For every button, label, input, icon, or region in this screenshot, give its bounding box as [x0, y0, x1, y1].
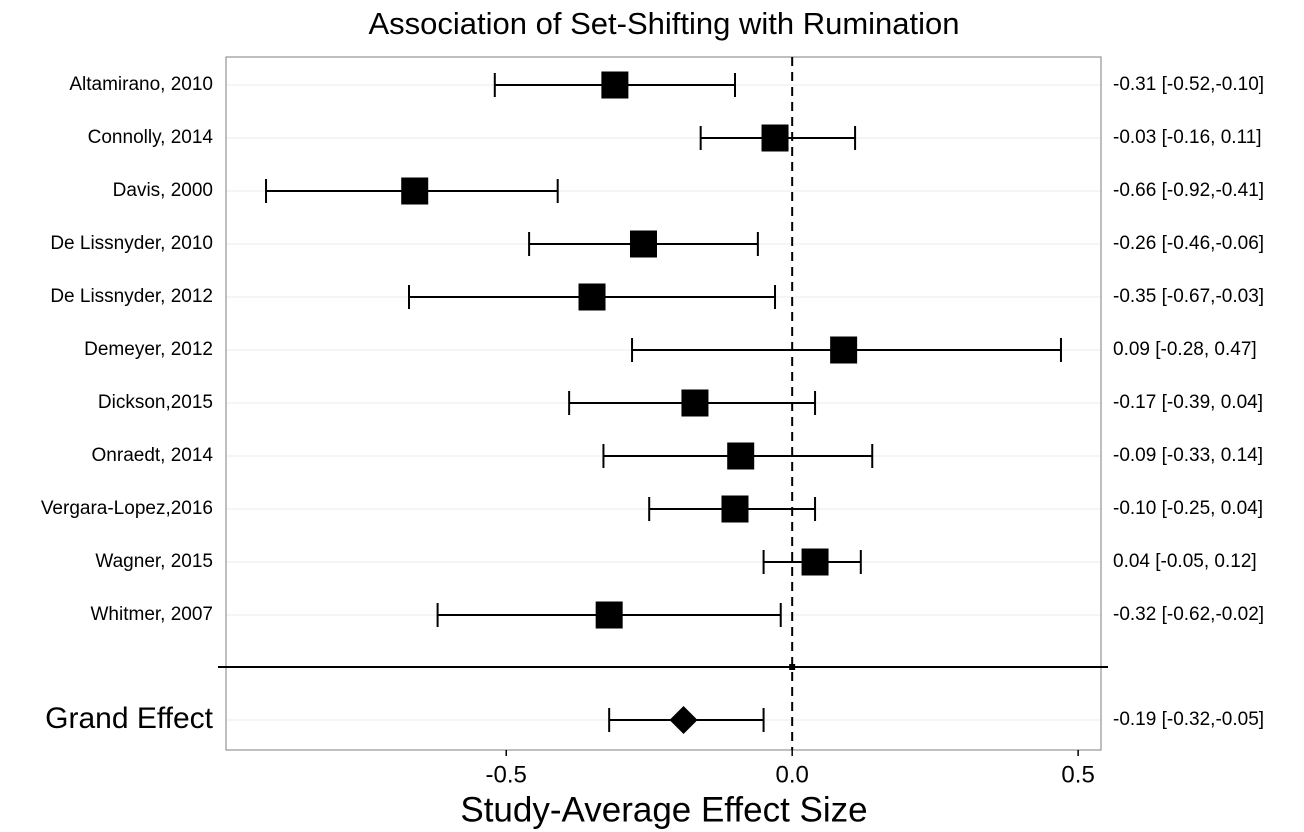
x-tick-label: 0.0	[775, 761, 808, 788]
effect-marker	[761, 124, 789, 152]
effect-label: -0.09 [-0.33, 0.14]	[1113, 445, 1263, 466]
effect-marker	[629, 230, 657, 258]
effect-marker	[601, 71, 629, 99]
effect-label: -0.03 [-0.16, 0.11]	[1113, 127, 1262, 148]
panel-border	[225, 56, 1102, 751]
effect-label: -0.31 [-0.52,-0.10]	[1113, 74, 1264, 95]
study-label: Altamirano, 2010	[69, 74, 213, 95]
study-label: Demeyer, 2012	[84, 339, 213, 360]
study-label: Vergara-Lopez,2016	[41, 498, 213, 519]
effect-marker	[401, 177, 429, 205]
effect-label: 0.04 [-0.05, 0.12]	[1113, 551, 1257, 572]
chart-title: Association of Set-Shifting with Ruminat…	[368, 6, 959, 41]
x-tick-label: -0.5	[486, 761, 527, 788]
summary-value-label: -0.19 [-0.32,-0.05]	[1113, 709, 1264, 730]
study-label: De Lissnyder, 2012	[50, 286, 213, 307]
x-axis-label: Study-Average Effect Size	[460, 790, 867, 829]
study-label: Whitmer, 2007	[91, 604, 214, 625]
effect-marker	[721, 495, 749, 523]
effect-marker	[681, 389, 709, 417]
effect-marker	[727, 442, 755, 470]
study-label: Onraedt, 2014	[92, 445, 214, 466]
effect-label: -0.10 [-0.25, 0.04]	[1113, 498, 1263, 519]
effect-marker	[595, 601, 623, 629]
study-label: Wagner, 2015	[95, 551, 213, 572]
separator-dot	[789, 664, 796, 670]
study-label: Davis, 2000	[113, 180, 213, 201]
study-label: Connolly, 2014	[88, 127, 214, 148]
study-label: Dickson,2015	[98, 392, 213, 413]
summary-diamond	[669, 706, 698, 734]
effect-marker	[801, 548, 829, 576]
effect-label: -0.35 [-0.67,-0.03]	[1113, 286, 1264, 307]
effect-label: -0.17 [-0.39, 0.04]	[1113, 392, 1263, 413]
effect-label: -0.66 [-0.92,-0.41]	[1113, 180, 1264, 201]
effect-label: 0.09 [-0.28, 0.47]	[1113, 339, 1257, 360]
effect-marker	[830, 336, 858, 364]
effect-marker	[578, 283, 606, 311]
effect-label: -0.26 [-0.46,-0.06]	[1113, 233, 1264, 254]
study-label: De Lissnyder, 2010	[50, 233, 213, 254]
summary-label: Grand Effect	[45, 702, 214, 735]
effect-label: -0.32 [-0.62,-0.02]	[1113, 604, 1264, 625]
x-tick-label: 0.5	[1061, 761, 1094, 788]
